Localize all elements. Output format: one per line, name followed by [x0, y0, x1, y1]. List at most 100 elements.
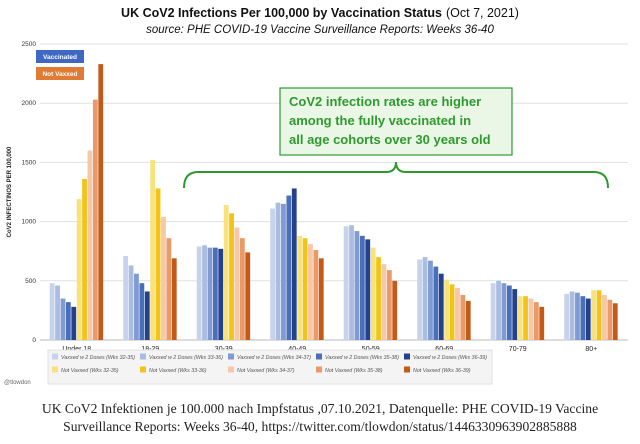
- legend-swatch: [140, 366, 146, 373]
- bar: [465, 300, 471, 340]
- bar: [343, 226, 349, 340]
- bar: [65, 302, 71, 340]
- bar: [460, 295, 466, 340]
- bar: [512, 289, 518, 340]
- bar: [569, 291, 575, 340]
- legend-label: Not Vaxxed (Wks 32-35): [61, 368, 119, 374]
- bar: [291, 188, 297, 340]
- legend-swatch: [52, 366, 58, 373]
- watermark: @tlowdon: [4, 380, 31, 386]
- bar: [359, 235, 365, 340]
- caption-line-1: UK CoV2 Infektionen je 100.000 nach Impf…: [41, 401, 599, 416]
- legend-label: Not Vaxxed (Wks 36-39): [413, 368, 471, 374]
- y-tick-label: 2000: [22, 100, 37, 107]
- annotation: CoV2 infection rates are higher among the…: [183, 87, 609, 189]
- legend-swatch: [228, 353, 234, 360]
- bar: [223, 205, 229, 340]
- legend-top-label: Vaccinated: [43, 54, 77, 61]
- bar: [297, 235, 303, 340]
- bar: [392, 280, 398, 340]
- legend-swatch: [404, 353, 410, 360]
- caption-line-2: Surveillance Reports: Weeks 36-40, https…: [63, 419, 577, 434]
- bar: [234, 227, 240, 340]
- annotation-bracket: [183, 161, 609, 189]
- bar: [612, 303, 618, 340]
- annotation-box: [279, 87, 513, 156]
- bar: [202, 245, 207, 340]
- bar: [166, 238, 172, 340]
- bar: [602, 295, 607, 340]
- bar: [449, 284, 455, 340]
- legend-swatch: [140, 353, 146, 360]
- bar: [155, 188, 161, 340]
- bar: [455, 287, 460, 340]
- bar: [161, 216, 166, 340]
- bar: [281, 203, 286, 340]
- bar: [533, 302, 539, 340]
- bar: [523, 296, 528, 340]
- bar: [349, 225, 354, 340]
- chart-title-date: (Oct 7, 2021): [446, 6, 519, 20]
- bar: [171, 258, 177, 340]
- bar: [517, 296, 523, 340]
- image-caption: UK CoV2 Infektionen je 100.000 nach Impf…: [0, 400, 640, 436]
- annotation-line: CoV2 infection rates are higher: [289, 94, 481, 109]
- bar: [438, 273, 444, 340]
- bar: [365, 239, 371, 340]
- legend-label: Not Vaxxed (Wks 35-38): [325, 368, 383, 374]
- legend-box: [47, 349, 493, 385]
- bar: [585, 298, 591, 340]
- bar: [376, 257, 381, 340]
- legend-swatch: [404, 366, 410, 373]
- legend-label: Vaxxed w 2 Doses (Wks 36-39): [413, 355, 487, 361]
- legend-top-swatch: [36, 67, 84, 80]
- bar: [275, 202, 281, 340]
- chart-frame: UK CoV2 Infections Per 100,000 by Vaccin…: [4, 6, 628, 386]
- legend-label: Vaxxed w 2 Doses (Wks 35-38): [325, 355, 399, 361]
- bar: [134, 273, 139, 340]
- y-tick-label: 500: [25, 278, 36, 285]
- y-tick-label: 2500: [22, 41, 37, 48]
- y-tick-label: 0: [32, 337, 36, 344]
- bar: [302, 238, 308, 340]
- bar: [87, 150, 93, 340]
- chart-title: UK CoV2 Infections Per 100,000 by Vaccin…: [121, 6, 519, 20]
- bar: [564, 293, 570, 340]
- bar-chart: UK CoV2 Infections Per 100,000 by Vaccin…: [4, 6, 628, 386]
- bar: [318, 258, 324, 340]
- legend-label: Vaxxed w 2 Doses (Wks 34-37): [237, 355, 311, 361]
- bar: [607, 299, 613, 340]
- bar: [218, 248, 224, 340]
- bar: [381, 264, 387, 340]
- legend-label: Vaxxed w 2 Doses (Wks 33-36): [149, 355, 223, 361]
- y-axis-label: CoV2 INFECTINOS PER 100,000: [7, 146, 13, 237]
- legend-swatch: [228, 366, 234, 373]
- plot-area: 0 500 1000 1500 2000 2500 CoV2 INFECTINOS PER …: [4, 41, 628, 386]
- bar: [82, 178, 87, 340]
- bar: [98, 64, 104, 341]
- bar: [313, 250, 319, 340]
- legend-label: Not Vaxxed (Wks 34-37): [237, 368, 295, 374]
- bar: [496, 280, 501, 340]
- bar: [128, 265, 134, 340]
- bar: [580, 296, 586, 340]
- bar: [207, 247, 213, 340]
- bar: [539, 306, 545, 340]
- bar: [245, 252, 251, 340]
- bar: [591, 290, 597, 340]
- y-tick-label: 1000: [22, 219, 37, 226]
- bar: [71, 306, 77, 340]
- bar: [49, 283, 55, 340]
- bar: [386, 270, 392, 340]
- legend-label: Vaxxed w 2 Doses (Wks 32-35): [61, 355, 135, 361]
- bar: [596, 290, 602, 340]
- chart-title-main: UK CoV2 Infections Per 100,000 by Vaccin…: [121, 6, 442, 20]
- bar: [506, 285, 512, 340]
- bar: [150, 160, 156, 340]
- bar: [55, 285, 60, 340]
- bar: [433, 266, 439, 340]
- legend-top-swatch: [36, 50, 84, 63]
- chart-subtitle: source: PHE COVID-19 Vaccine Surveillanc…: [146, 24, 494, 36]
- bar: [490, 283, 496, 340]
- annotation-line: all age cohorts over 30 years old: [289, 132, 491, 147]
